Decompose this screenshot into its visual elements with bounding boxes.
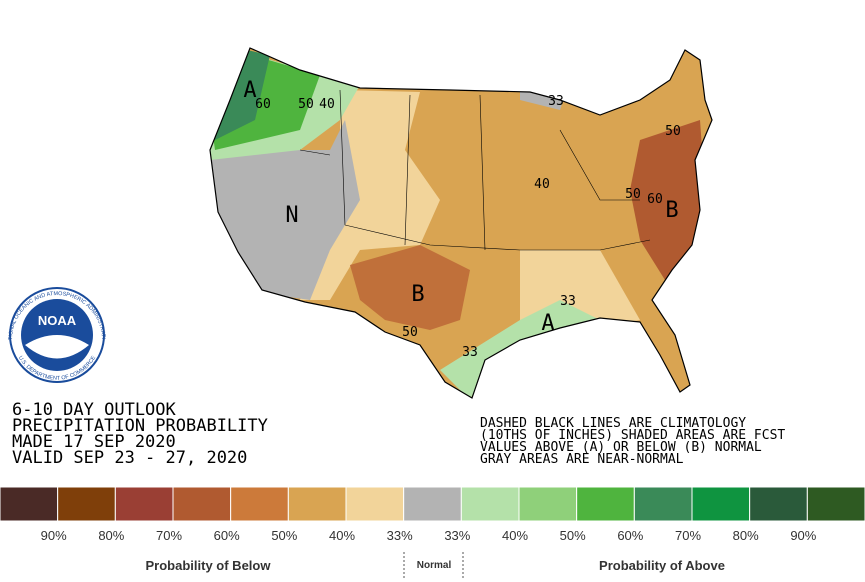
legend-label: 80% xyxy=(733,528,759,543)
title-line: VALID SEP 23 - 27, 2020 xyxy=(12,448,247,468)
legend-swatch xyxy=(518,486,578,522)
legend-swatch xyxy=(633,486,693,522)
legend-label: 40% xyxy=(329,528,355,543)
map-label: A xyxy=(243,78,256,103)
logo-name: NOAA xyxy=(38,313,77,328)
legend-label: 90% xyxy=(41,528,67,543)
legend-label: 90% xyxy=(790,528,816,543)
map-label: 33 xyxy=(548,94,564,109)
legend-label: 80% xyxy=(98,528,124,543)
footer-below: Probability of Below xyxy=(146,558,272,573)
title-line: MADE 17 SEP 2020 xyxy=(12,432,176,452)
map-label: 50 xyxy=(298,97,314,112)
map-label: 33 xyxy=(560,294,576,309)
legend-swatch xyxy=(0,486,59,522)
legend-label: 33% xyxy=(387,528,413,543)
legend: 90% 80% 70% 60% 50% 40% 33% 33% 40% 50% 60% 70% 80% 9… xyxy=(0,486,865,543)
legend-swatch xyxy=(806,486,865,522)
legend-swatch xyxy=(287,486,347,522)
legend-swatch xyxy=(114,486,174,522)
notes-block: DASHED BLACK LINES ARE CLIMATOLOGY(10THS… xyxy=(480,416,785,467)
legend-swatch xyxy=(749,486,808,522)
map-label: 50 xyxy=(665,124,681,139)
note-line: (10THS OF INCHES) SHADED AREAS ARE FCST xyxy=(480,428,785,443)
map-shading xyxy=(210,48,712,398)
state-lines xyxy=(299,89,651,251)
title-line: 6-10 DAY OUTLOOK xyxy=(12,400,177,420)
legend-label: 70% xyxy=(156,528,182,543)
map-label: 60 xyxy=(647,192,663,207)
map-label: 33 xyxy=(462,345,478,360)
legend-label: 50% xyxy=(271,528,297,543)
note-line: GRAY AREAS ARE NEAR-NORMAL xyxy=(480,452,684,467)
map-label: B xyxy=(665,198,678,223)
legend-label: 33% xyxy=(444,528,470,543)
legend-swatch xyxy=(230,486,289,522)
footer-normal: Normal xyxy=(417,560,452,571)
map-label: A xyxy=(541,311,554,336)
legend-label: 60% xyxy=(617,528,643,543)
legend-swatch xyxy=(345,486,405,522)
map-label: 50 xyxy=(625,187,641,202)
legend-swatch xyxy=(691,486,751,522)
title-line: PRECIPITATION PROBABILITY xyxy=(12,416,268,436)
map-label: 50 xyxy=(402,325,418,340)
legend-label: 40% xyxy=(502,528,528,543)
legend-label: 70% xyxy=(675,528,701,543)
legend-swatch xyxy=(172,486,232,522)
legend-label: 50% xyxy=(560,528,586,543)
noaa-logo: NOAA NATIONAL OCEANIC AND ATMOSPHERIC AD… xyxy=(0,0,106,383)
map-label: N xyxy=(285,203,298,228)
map-label: 40 xyxy=(534,177,550,192)
map-label: 60 xyxy=(255,97,271,112)
legend-swatch xyxy=(576,486,635,522)
legend-swatch xyxy=(57,486,116,522)
legend-swatch xyxy=(403,486,462,522)
legend-swatch xyxy=(460,486,520,522)
note-line: DASHED BLACK LINES ARE CLIMATOLOGY xyxy=(480,416,746,431)
map-label: B xyxy=(411,282,424,307)
note-line: VALUES ABOVE (A) OR BELOW (B) NORMAL xyxy=(480,440,762,455)
map-label: 40 xyxy=(319,97,335,112)
legend-label: 60% xyxy=(214,528,240,543)
footer-above: Probability of Above xyxy=(599,558,725,573)
